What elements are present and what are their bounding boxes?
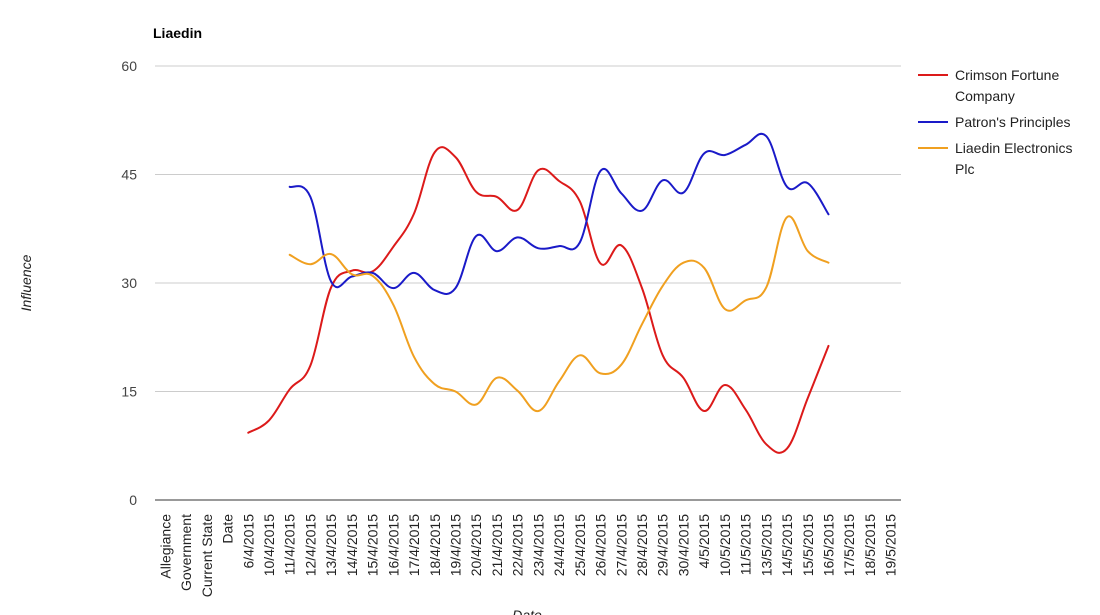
x-tick-label: Current State: [199, 514, 215, 597]
x-tick-label: 10/5/2015: [717, 514, 733, 576]
x-tick-label: 28/4/2015: [634, 514, 650, 576]
x-tick-label: 18/4/2015: [427, 514, 443, 576]
x-tick-label: 11/4/2015: [282, 514, 298, 575]
y-tick-label: 0: [129, 492, 137, 508]
y-tick-label: 60: [121, 58, 137, 74]
x-tick-label: 17/4/2015: [406, 514, 422, 576]
x-tick-label: 22/4/2015: [510, 514, 526, 576]
series-line-liaedin-electronics-plc: [288, 215, 830, 413]
x-tick-label: 16/4/2015: [385, 514, 401, 576]
x-tick-label: 14/5/2015: [779, 514, 795, 576]
x-tick-label: 23/4/2015: [530, 514, 546, 576]
x-tick-label: 17/5/2015: [841, 514, 857, 576]
legend-label: Crimson Fortune Company: [955, 67, 1059, 104]
legend-label: Patron's Principles: [955, 114, 1071, 130]
x-tick-label: 4/5/2015: [696, 514, 712, 569]
x-tick-label: 30/4/2015: [675, 514, 691, 576]
x-tick-label: 18/5/2015: [862, 514, 878, 576]
x-tick-label: Government: [178, 514, 194, 591]
x-axis-title: Date: [512, 607, 542, 615]
x-tick-label: 12/4/2015: [302, 514, 318, 576]
legend: Crimson Fortune Company Patron's Principle…: [918, 67, 1073, 177]
x-tick-label: 21/4/2015: [489, 514, 505, 576]
x-tick-label: 27/4/2015: [613, 514, 629, 576]
series-line-crimson-fortune-company: [247, 146, 830, 454]
gridlines: [155, 65, 901, 501]
x-axis-ticks: Allegiance Government Current State Date 6/4…: [157, 514, 898, 597]
x-tick-label: 24/4/2015: [551, 514, 567, 576]
legend-item: Liaedin Electronics Plc: [918, 140, 1073, 177]
x-tick-label: Date: [220, 514, 236, 544]
x-tick-label: 16/5/2015: [820, 514, 836, 576]
x-tick-label: 13/5/2015: [758, 514, 774, 576]
x-tick-label: 14/4/2015: [344, 514, 360, 576]
y-axis-title: Influence: [18, 254, 34, 311]
y-tick-label: 30: [121, 275, 137, 291]
x-tick-label: 15/4/2015: [365, 514, 381, 576]
y-axis-ticks: 0 15 30 45 60: [121, 58, 137, 508]
y-tick-label: 15: [121, 384, 137, 400]
y-tick-label: 45: [121, 167, 137, 183]
x-tick-label: 10/4/2015: [261, 514, 277, 576]
x-tick-label: 25/4/2015: [572, 514, 588, 576]
x-tick-label: 26/4/2015: [593, 514, 609, 576]
series-lines: [247, 132, 830, 454]
x-tick-label: 20/4/2015: [468, 514, 484, 576]
x-tick-label: 19/4/2015: [447, 514, 463, 576]
x-tick-label: 13/4/2015: [323, 514, 339, 576]
legend-item: Crimson Fortune Company: [918, 67, 1059, 104]
chart-title: Liaedin: [153, 25, 202, 41]
x-tick-label: 29/4/2015: [655, 514, 671, 576]
legend-item: Patron's Principles: [918, 114, 1071, 130]
series-line-patron-s-principles: [288, 132, 830, 295]
x-tick-label: 6/4/2015: [240, 514, 256, 569]
x-tick-label: 19/5/2015: [883, 514, 899, 576]
legend-label: Liaedin Electronics Plc: [955, 140, 1073, 177]
x-tick-label: 11/5/2015: [738, 514, 754, 575]
x-tick-label: 15/5/2015: [800, 514, 816, 576]
x-tick-label: Allegiance: [157, 514, 173, 579]
